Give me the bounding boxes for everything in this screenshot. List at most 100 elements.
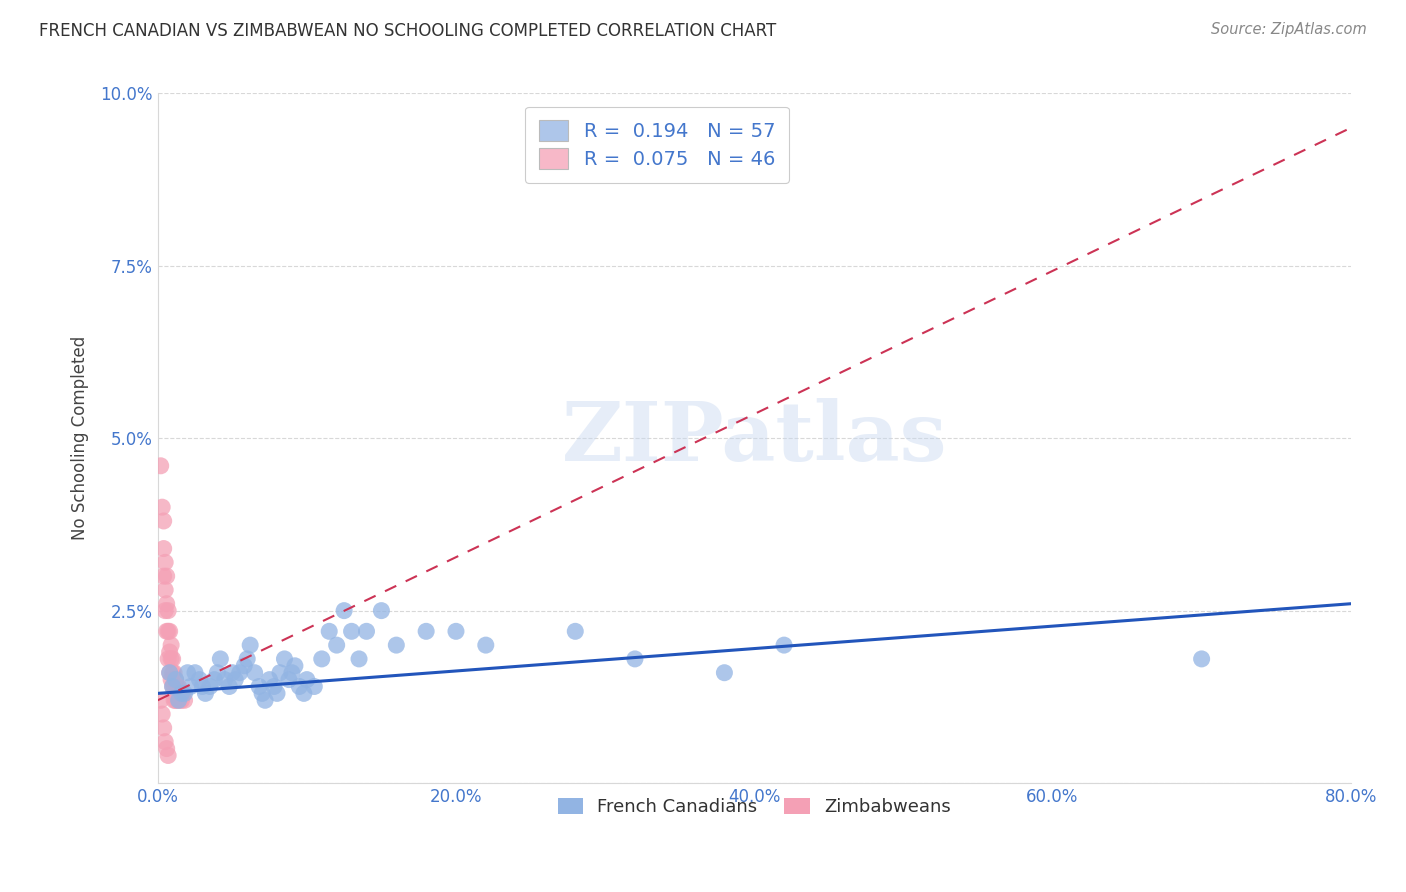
Point xyxy=(165,673,187,687)
Point xyxy=(157,748,180,763)
Point xyxy=(169,693,191,707)
Point xyxy=(167,693,190,707)
Point xyxy=(162,665,184,680)
Point xyxy=(153,604,176,618)
Point xyxy=(156,569,179,583)
Point xyxy=(167,680,190,694)
Point xyxy=(333,604,356,618)
Point xyxy=(159,665,181,680)
Point xyxy=(166,680,188,694)
Point xyxy=(311,652,333,666)
Point xyxy=(162,680,184,694)
Point xyxy=(385,638,408,652)
Point xyxy=(263,680,285,694)
Point xyxy=(180,680,202,694)
Point xyxy=(250,686,273,700)
Point xyxy=(162,680,184,694)
Point xyxy=(160,673,183,687)
Point xyxy=(347,652,370,666)
Point xyxy=(340,624,363,639)
Point xyxy=(254,693,277,707)
Point xyxy=(224,673,246,687)
Point xyxy=(233,658,256,673)
Point xyxy=(157,604,180,618)
Point xyxy=(236,652,259,666)
Point xyxy=(273,652,295,666)
Point xyxy=(149,693,172,707)
Point xyxy=(194,686,217,700)
Point xyxy=(243,665,266,680)
Point xyxy=(157,624,180,639)
Point xyxy=(292,686,315,700)
Point xyxy=(167,686,190,700)
Point xyxy=(173,686,195,700)
Point xyxy=(475,638,498,652)
Y-axis label: No Schooling Completed: No Schooling Completed xyxy=(72,336,89,541)
Point xyxy=(188,673,211,687)
Point xyxy=(152,541,174,556)
Point xyxy=(198,680,221,694)
Point xyxy=(163,680,186,694)
Point xyxy=(159,665,181,680)
Point xyxy=(415,624,437,639)
Point xyxy=(173,693,195,707)
Point xyxy=(152,514,174,528)
Point xyxy=(160,652,183,666)
Point xyxy=(444,624,467,639)
Text: ZIPatlas: ZIPatlas xyxy=(561,398,948,478)
Point xyxy=(318,624,340,639)
Point xyxy=(259,673,281,687)
Point xyxy=(713,665,735,680)
Point xyxy=(156,597,179,611)
Point xyxy=(229,665,252,680)
Point xyxy=(184,665,207,680)
Point xyxy=(153,582,176,597)
Point xyxy=(156,741,179,756)
Point xyxy=(150,500,173,515)
Point xyxy=(218,680,240,694)
Point xyxy=(1191,652,1213,666)
Point xyxy=(165,686,187,700)
Point xyxy=(149,458,172,473)
Point xyxy=(170,686,193,700)
Point xyxy=(773,638,796,652)
Point xyxy=(166,686,188,700)
Point xyxy=(153,734,176,748)
Point xyxy=(221,665,243,680)
Point xyxy=(325,638,347,652)
Point xyxy=(202,673,225,687)
Point xyxy=(288,680,311,694)
Point xyxy=(207,665,229,680)
Point xyxy=(278,673,301,687)
Point xyxy=(172,686,194,700)
Point xyxy=(356,624,378,639)
Point xyxy=(624,652,647,666)
Legend: French Canadians, Zimbabweans: French Canadians, Zimbabweans xyxy=(550,791,957,823)
Point xyxy=(165,673,187,687)
Point xyxy=(152,569,174,583)
Point xyxy=(159,645,181,659)
Point xyxy=(284,658,307,673)
Point xyxy=(370,604,392,618)
Point xyxy=(157,652,180,666)
Point xyxy=(170,693,193,707)
Point xyxy=(163,693,186,707)
Point xyxy=(160,638,183,652)
Point xyxy=(152,721,174,735)
Point xyxy=(165,693,187,707)
Point xyxy=(281,665,304,680)
Point xyxy=(150,707,173,722)
Point xyxy=(191,680,214,694)
Point xyxy=(166,693,188,707)
Point xyxy=(295,673,318,687)
Point xyxy=(170,686,193,700)
Point xyxy=(239,638,262,652)
Point xyxy=(153,555,176,569)
Point xyxy=(156,624,179,639)
Point xyxy=(214,673,236,687)
Point xyxy=(209,652,232,666)
Point xyxy=(162,652,184,666)
Point xyxy=(269,665,291,680)
Text: FRENCH CANADIAN VS ZIMBABWEAN NO SCHOOLING COMPLETED CORRELATION CHART: FRENCH CANADIAN VS ZIMBABWEAN NO SCHOOLI… xyxy=(39,22,776,40)
Point xyxy=(266,686,288,700)
